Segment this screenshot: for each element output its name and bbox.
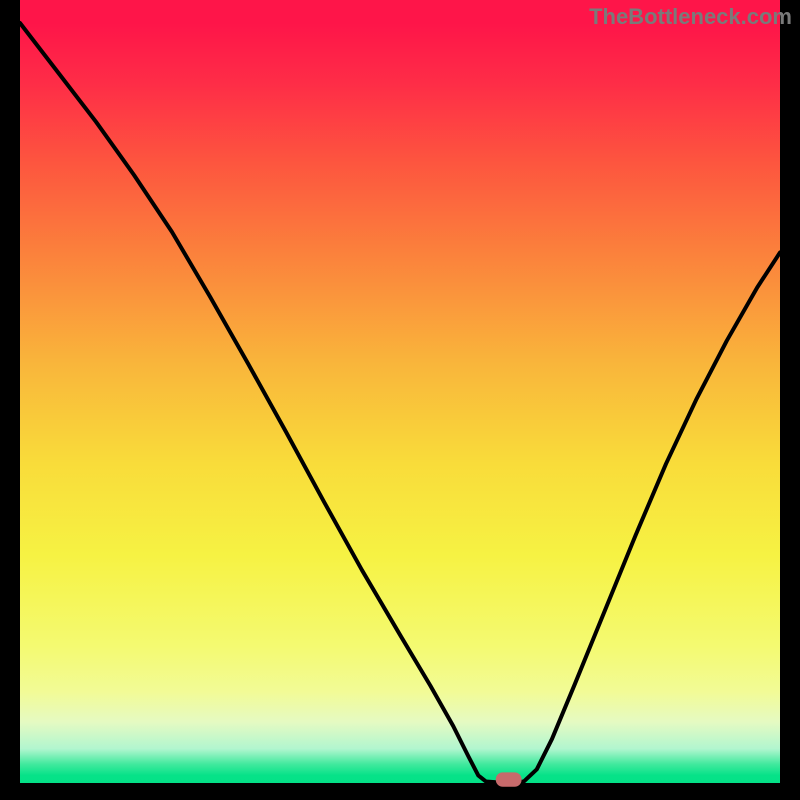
frame-cap-left [0,0,20,24]
bottleneck-chart: TheBottleneck.com [0,0,800,800]
frame-cap-right [780,0,800,24]
optimal-point-marker [496,772,522,786]
chart-svg [0,0,800,800]
top-gradient-extension [20,0,780,24]
gradient-background [20,23,780,783]
